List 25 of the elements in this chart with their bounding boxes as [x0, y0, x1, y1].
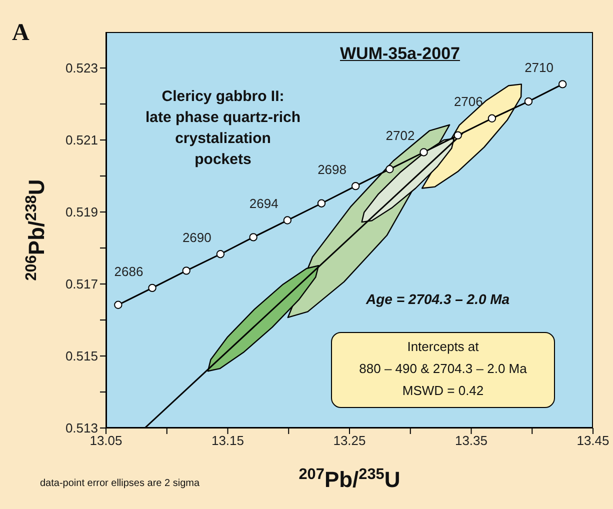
- annotation: 2706: [454, 94, 483, 110]
- x-tick-label: 13.35: [454, 433, 488, 448]
- annotation: 2710: [524, 60, 554, 76]
- y-tick-label: 0.515: [65, 348, 98, 364]
- x-tick-label: 13.45: [576, 433, 610, 448]
- annotation: 2702: [386, 128, 415, 144]
- annotation: 2698: [318, 162, 346, 178]
- note-box: Intercepts at 880 – 490 & 2704.3 – 2.0 Ma MSWD = 0.42: [331, 332, 555, 408]
- annotation: 2694: [249, 196, 278, 212]
- x-tick-label: 13.15: [211, 433, 244, 448]
- y-tick-label: 0.513: [65, 420, 98, 436]
- y-tick-label: 0.519: [65, 204, 98, 220]
- x-tick-label: 13.05: [90, 433, 122, 448]
- text: A: [12, 20, 30, 47]
- text: WUM-35a-2007: [339, 44, 461, 64]
- y-tick-label: 0.521: [65, 132, 98, 148]
- text: data-point error ellipses are 2 sigma: [40, 478, 200, 489]
- annotation: 2690: [182, 230, 212, 246]
- annotation: Clericy gabbro II: late phase quartz-rich crystalization pockets: [145, 88, 301, 168]
- x-axis-title: $^{207}$Pb/$^{235}$U: [298, 466, 400, 492]
- annotation: 2686: [114, 264, 144, 279]
- annotation: Age = 2704.3 – 2.0 Ma: [366, 291, 510, 307]
- x-tick-label: 13.25: [333, 433, 366, 448]
- y-tick-label: 0.523: [65, 60, 98, 76]
- y-tick-label: 0.517: [65, 276, 98, 292]
